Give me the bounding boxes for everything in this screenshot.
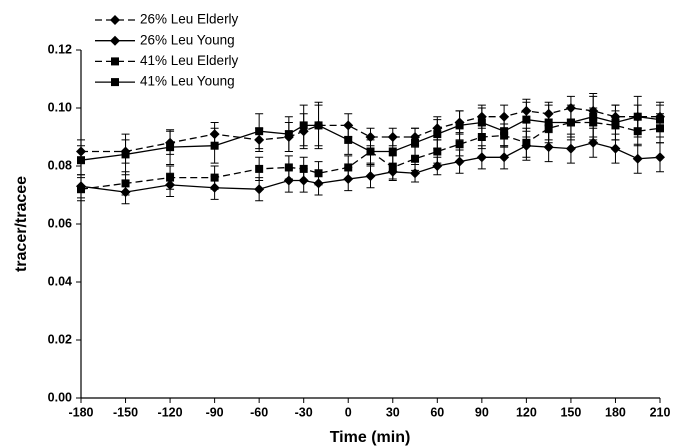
legend-label: 41% Leu Elderly bbox=[140, 53, 239, 68]
y-tick-label: 0.00 bbox=[48, 390, 72, 404]
marker bbox=[655, 152, 665, 163]
x-tick-label: 120 bbox=[516, 405, 537, 419]
marker bbox=[455, 121, 464, 130]
x-axis-title: Time (min) bbox=[330, 429, 411, 446]
marker bbox=[589, 112, 598, 121]
marker bbox=[121, 179, 130, 188]
marker bbox=[522, 138, 531, 147]
marker bbox=[388, 163, 397, 172]
marker bbox=[121, 150, 130, 159]
series-line bbox=[80, 121, 661, 190]
y-axis-title: tracer/tracee bbox=[13, 176, 30, 272]
marker bbox=[255, 164, 264, 173]
marker bbox=[477, 118, 486, 127]
marker bbox=[522, 115, 531, 124]
marker bbox=[433, 130, 442, 139]
marker bbox=[344, 163, 353, 172]
marker bbox=[366, 147, 375, 156]
y-tick-label: 0.12 bbox=[48, 42, 72, 56]
marker bbox=[611, 118, 620, 127]
marker bbox=[210, 141, 219, 150]
marker bbox=[314, 121, 323, 130]
marker bbox=[110, 15, 120, 25]
marker bbox=[111, 78, 119, 87]
legend-label: 41% Leu Young bbox=[140, 74, 235, 89]
marker bbox=[77, 156, 85, 165]
x-tick-label: 0 bbox=[345, 405, 352, 419]
marker bbox=[633, 112, 642, 121]
x-tick-label: -150 bbox=[113, 405, 138, 419]
x-tick-label: 150 bbox=[560, 405, 581, 419]
marker bbox=[166, 173, 175, 182]
x-tick-label: 30 bbox=[386, 405, 400, 419]
marker bbox=[454, 156, 465, 167]
marker bbox=[543, 142, 554, 153]
marker bbox=[566, 118, 575, 127]
marker bbox=[433, 147, 442, 156]
marker bbox=[455, 140, 464, 149]
marker bbox=[344, 135, 353, 144]
marker bbox=[110, 35, 120, 46]
marker bbox=[255, 127, 264, 136]
marker bbox=[411, 154, 420, 163]
x-tick-label: 90 bbox=[475, 405, 489, 419]
x-tick-label: 60 bbox=[430, 405, 444, 419]
marker bbox=[632, 153, 643, 164]
x-tick-label: -120 bbox=[158, 405, 183, 419]
y-tick-label: 0.08 bbox=[48, 158, 72, 172]
marker bbox=[254, 184, 265, 195]
marker bbox=[284, 163, 293, 172]
x-tick-label: 210 bbox=[650, 405, 671, 419]
x-tick-label: -90 bbox=[206, 405, 224, 419]
marker bbox=[610, 143, 621, 154]
marker bbox=[411, 138, 420, 147]
legend-label: 26% Leu Elderly bbox=[140, 12, 239, 27]
marker bbox=[365, 171, 376, 182]
marker bbox=[77, 185, 85, 194]
marker bbox=[166, 143, 175, 152]
marker bbox=[210, 173, 219, 182]
marker bbox=[283, 175, 294, 186]
marker bbox=[565, 143, 576, 154]
marker bbox=[111, 57, 119, 66]
x-tick-label: 180 bbox=[605, 405, 626, 419]
marker bbox=[499, 152, 510, 163]
marker bbox=[314, 169, 323, 178]
marker bbox=[476, 152, 487, 163]
x-tick-label: -30 bbox=[295, 405, 313, 419]
marker bbox=[299, 121, 308, 130]
y-tick-label: 0.04 bbox=[48, 274, 72, 288]
legend-label: 26% Leu Young bbox=[140, 32, 235, 47]
x-tick-label: -60 bbox=[250, 405, 268, 419]
marker bbox=[299, 164, 308, 173]
y-tick-label: 0.02 bbox=[48, 332, 72, 346]
marker bbox=[388, 147, 397, 156]
marker bbox=[500, 127, 509, 136]
y-tick-label: 0.06 bbox=[48, 216, 72, 230]
x-tick-label: -180 bbox=[68, 405, 93, 419]
marker bbox=[656, 115, 664, 124]
marker bbox=[544, 118, 553, 127]
y-tick-label: 0.10 bbox=[48, 100, 72, 114]
marker bbox=[284, 130, 293, 139]
